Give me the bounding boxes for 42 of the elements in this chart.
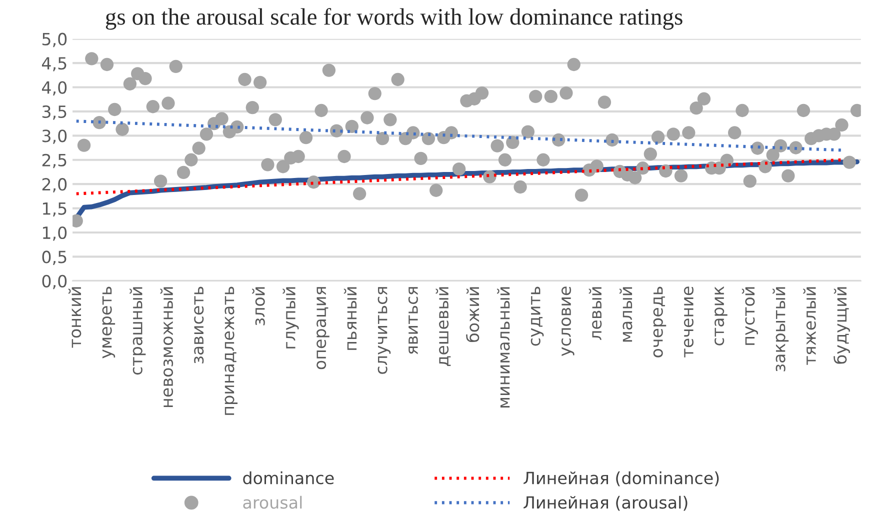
x-tick-label: явиться — [408, 287, 418, 354]
text: arousal — [243, 496, 302, 509]
x-tick-label: старик — [714, 286, 728, 346]
x-tick-label: операция — [316, 287, 330, 370]
x-tick-label: принадлежать — [224, 286, 238, 415]
x-tick-label: будущий — [834, 287, 850, 364]
y-tick-label: 1,0 — [43, 226, 67, 241]
x-tick-label: тяжелый — [803, 287, 816, 365]
x-tick-label: течение — [684, 286, 694, 358]
x-tick-label: судить — [530, 286, 544, 346]
y-tick-label: 3,5 — [42, 105, 66, 120]
y-tick-label: 1,5 — [43, 202, 66, 217]
y-tick-label: 2,5 — [42, 154, 66, 168]
x-tick-label: пьяный — [344, 287, 357, 350]
x-tick-label: умереть — [102, 286, 116, 358]
y-tick-label: 4,5 — [42, 57, 66, 72]
x-tick-label: тонкий — [68, 287, 82, 348]
y-tick-label: 0,0 — [42, 274, 67, 290]
x-tick-label: божий — [466, 287, 480, 342]
x-tick-label: малый — [619, 287, 632, 342]
x-tick-label: глупый — [282, 287, 299, 348]
x-tick-label: случиться — [378, 287, 391, 374]
x-tick-label: дешевый — [436, 287, 451, 366]
y-tick-label: 4,0 — [42, 81, 67, 96]
x-tick-label: закрытый — [772, 287, 789, 372]
x-tick-label: пустой — [742, 287, 758, 345]
chart-title: gs on the arousal scale for words with low dominance ratings — [106, 8, 682, 30]
x-tick-label: невозможный — [160, 287, 174, 407]
legend-label: Линейная (arousal) — [524, 496, 688, 511]
legend-label: Линейная (dominance) — [524, 471, 719, 486]
x-tick-label: минимальный — [497, 287, 510, 408]
x-tick-label: левый — [588, 287, 602, 340]
x-tick-label: условие — [561, 286, 574, 356]
y-tick-label: 0,5 — [42, 250, 66, 265]
y-tick-label: 3,0 — [42, 130, 67, 144]
x-tick-label: страшный — [130, 287, 146, 375]
x-tick-label: злой — [252, 287, 265, 326]
y-tick-label: 5,0 — [42, 32, 67, 48]
x-tick-label: очередь — [653, 286, 666, 358]
x-tick-label: зависеть — [194, 286, 204, 364]
y-tick-label: 2,0 — [42, 178, 67, 192]
legend-label: dominance — [243, 471, 334, 484]
